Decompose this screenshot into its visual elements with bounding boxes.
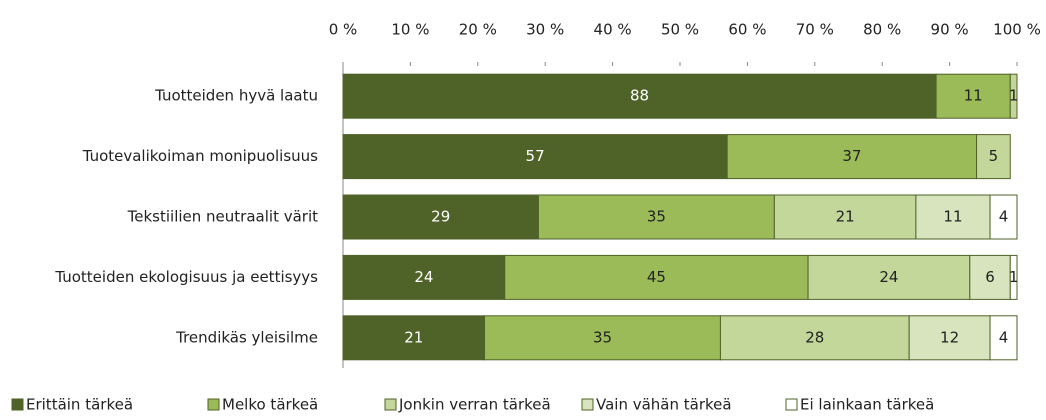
category-label: Tuotteiden ekologisuus ja eettisyys <box>54 268 318 286</box>
category-label: Tuotteiden hyvä laatu <box>154 87 318 105</box>
value-label: 21 <box>404 328 423 346</box>
bar-segment <box>342 254 506 300</box>
x-tick-label: 40 % <box>594 21 632 39</box>
legend-swatch <box>785 398 798 411</box>
bar-segment <box>342 315 486 361</box>
bar-segment <box>1009 73 1018 119</box>
x-tick-label: 90 % <box>931 21 969 39</box>
x-tick-label: 10 % <box>391 21 429 39</box>
bar-segment <box>342 134 728 180</box>
bar-segment <box>484 315 721 361</box>
value-label: 88 <box>630 87 649 105</box>
value-label: 35 <box>647 208 666 226</box>
legend-label: Vain vähän tärkeä <box>596 396 732 414</box>
value-label: 21 <box>836 208 855 226</box>
category-label: Trendikäs yleisilme <box>175 328 318 346</box>
value-label: 6 <box>985 268 995 286</box>
bar-segment <box>537 194 775 240</box>
value-label: 1 <box>1009 87 1019 105</box>
bar-segment <box>915 194 991 240</box>
category-label: Tuotevalikoiman monipuolisuus <box>82 147 318 165</box>
bar-segment <box>719 315 910 361</box>
legend-swatch <box>11 398 24 411</box>
legend-label: Ei lainkaan tärkeä <box>800 396 934 414</box>
bar-segment <box>908 315 991 361</box>
bar-segment <box>976 134 1011 180</box>
value-label: 11 <box>943 208 962 226</box>
value-label: 57 <box>526 147 545 165</box>
legend-label: Jonkin verran tärkeä <box>398 396 551 414</box>
legend-label: Melko tärkeä <box>222 396 318 414</box>
legend-swatch <box>384 398 397 411</box>
value-label: 11 <box>964 87 983 105</box>
x-tick-label: 100 % <box>993 21 1041 39</box>
bar-segment <box>342 73 937 119</box>
x-tick-label: 50 % <box>661 21 699 39</box>
bar-segment <box>726 134 978 180</box>
value-label: 45 <box>647 268 666 286</box>
x-tick-label: 70 % <box>796 21 834 39</box>
category-label: Tekstiilien neutraalit värit <box>127 208 318 226</box>
x-tick-label: 60 % <box>728 21 766 39</box>
x-tick-label: 0 % <box>329 21 358 39</box>
x-tick-label: 30 % <box>526 21 564 39</box>
value-label: 4 <box>999 208 1009 226</box>
x-tick-label: 20 % <box>459 21 497 39</box>
bar-segment <box>989 194 1018 240</box>
value-label: 35 <box>593 328 612 346</box>
value-label: 1 <box>1009 268 1019 286</box>
value-label: 24 <box>414 268 433 286</box>
value-label: 24 <box>879 268 898 286</box>
legend-swatch <box>581 398 594 411</box>
value-label: 37 <box>842 147 861 165</box>
value-label: 5 <box>989 147 999 165</box>
value-label: 28 <box>805 328 824 346</box>
value-label: 4 <box>999 328 1009 346</box>
value-label: 29 <box>431 208 450 226</box>
bar-segment <box>969 254 1011 300</box>
x-tick-label: 80 % <box>863 21 901 39</box>
value-label: 12 <box>940 328 959 346</box>
bar-segment <box>989 315 1018 361</box>
bar-segment <box>1009 254 1018 300</box>
legend-label: Erittäin tärkeä <box>26 396 133 414</box>
bar-segment <box>935 73 1011 119</box>
bar-segment <box>807 254 971 300</box>
legend-swatch <box>207 398 220 411</box>
